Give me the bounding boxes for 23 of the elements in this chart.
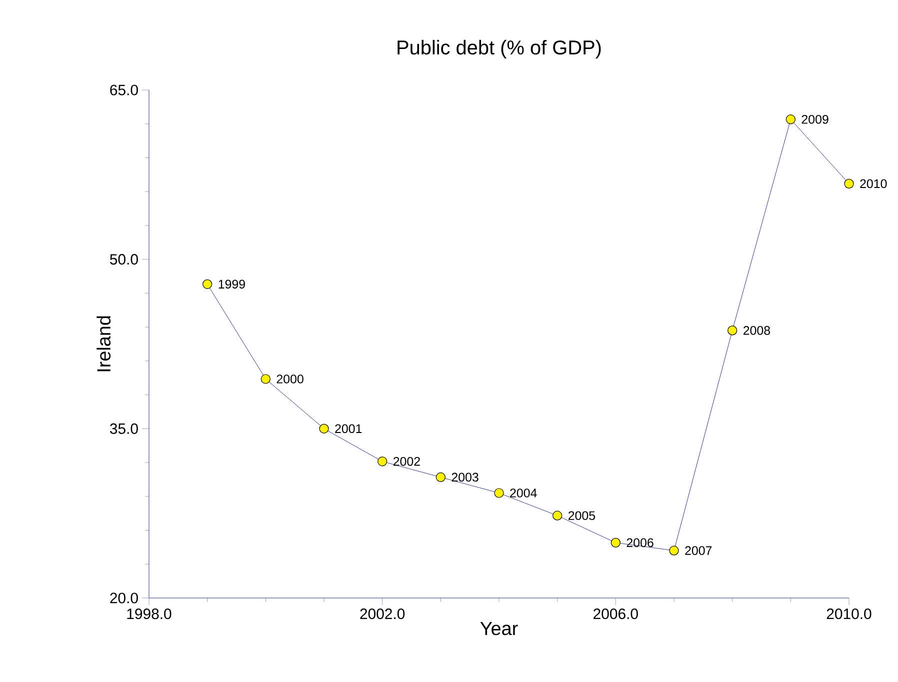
annotation: 1999 bbox=[218, 280, 245, 289]
annotation: 2004 bbox=[510, 488, 537, 498]
annotation: 2002 bbox=[393, 457, 420, 466]
x-tick-label: 2002.0 bbox=[360, 608, 405, 620]
x-axis-title: Year bbox=[480, 622, 518, 636]
y-axis-title: Ireland bbox=[96, 316, 111, 372]
annotation: 2003 bbox=[452, 472, 478, 482]
y-tick-label: 20.0 bbox=[110, 592, 138, 604]
y-tick-label: 65.0 bbox=[110, 84, 138, 96]
chart-title: Public debt (% of GDP) bbox=[398, 40, 601, 58]
x-tick-label: 1998.0 bbox=[127, 608, 172, 620]
annotation: 2010 bbox=[860, 179, 887, 188]
y-tick-label: 35.0 bbox=[110, 423, 138, 434]
annotation: 2007 bbox=[685, 546, 712, 555]
annotation: 2005 bbox=[568, 511, 596, 520]
annotation: 2008 bbox=[743, 326, 770, 335]
x-tick-label: 2010.0 bbox=[826, 608, 872, 620]
y-tick-label: 50.0 bbox=[110, 254, 138, 265]
annotation: 2001 bbox=[335, 424, 362, 434]
annotation: 2006 bbox=[626, 538, 654, 548]
x-tick-label: 2006.0 bbox=[594, 608, 638, 620]
annotation: 2000 bbox=[276, 374, 304, 384]
annotation: 2009 bbox=[802, 114, 828, 124]
